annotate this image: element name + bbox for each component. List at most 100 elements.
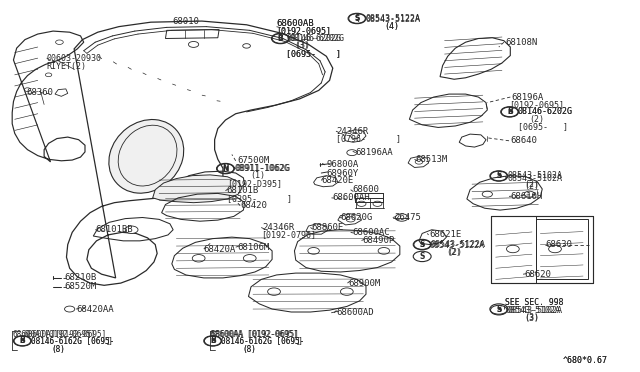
Text: 68600AB: 68600AB xyxy=(276,19,314,28)
Text: (3): (3) xyxy=(296,41,311,51)
Circle shape xyxy=(192,254,205,262)
Text: (4): (4) xyxy=(384,22,399,31)
Text: B: B xyxy=(20,336,26,346)
Circle shape xyxy=(506,245,519,253)
Text: S: S xyxy=(496,305,502,314)
Text: N: N xyxy=(223,166,228,171)
Text: 68600AJ[0192-0695]: 68600AJ[0192-0695] xyxy=(12,328,95,338)
Text: B: B xyxy=(210,336,216,346)
Text: 08911-1062G: 08911-1062G xyxy=(236,164,291,173)
Text: B: B xyxy=(210,338,215,344)
Text: 08543-5102A: 08543-5102A xyxy=(507,174,562,183)
Text: ]: ] xyxy=(108,336,113,346)
Text: 00603-20930: 00603-20930 xyxy=(47,54,102,62)
Text: 68600AA [0192-0695]: 68600AA [0192-0695] xyxy=(210,328,298,338)
Text: ]: ] xyxy=(296,336,300,346)
Text: 08543-5102A: 08543-5102A xyxy=(505,306,560,315)
Text: 68600AD: 68600AD xyxy=(336,308,374,317)
Bar xyxy=(536,219,588,279)
Text: 68600AJ[0192-0695]: 68600AJ[0192-0695] xyxy=(23,328,106,338)
Text: (2): (2) xyxy=(524,182,540,190)
Text: 08146-6162G [0695-: 08146-6162G [0695- xyxy=(31,336,115,346)
Text: [0695-   ]: [0695- ] xyxy=(518,122,568,131)
Text: 68106M: 68106M xyxy=(237,243,269,251)
Text: 68600: 68600 xyxy=(352,185,379,194)
Text: 96800A: 96800A xyxy=(326,160,358,169)
Text: S: S xyxy=(419,252,425,261)
Text: [0192-0695]: [0192-0695] xyxy=(276,26,332,36)
Text: 68420A: 68420A xyxy=(204,244,236,253)
Text: (8): (8) xyxy=(52,344,66,353)
Text: (2): (2) xyxy=(529,115,545,124)
Text: 68101BB: 68101BB xyxy=(95,225,133,234)
Text: 68900M: 68900M xyxy=(349,279,381,288)
Text: (8): (8) xyxy=(242,344,256,353)
Text: 68196AA: 68196AA xyxy=(356,148,394,157)
Text: (3): (3) xyxy=(524,314,540,323)
Text: 68490P: 68490P xyxy=(363,236,395,245)
Text: 24346R: 24346R xyxy=(336,126,368,136)
Text: 08146-6202G: 08146-6202G xyxy=(289,34,344,43)
Text: S: S xyxy=(420,241,425,247)
Text: 68860E: 68860E xyxy=(312,223,344,232)
Text: 08911-1062G: 08911-1062G xyxy=(234,164,289,173)
Bar xyxy=(491,216,593,283)
Text: 68600AH: 68600AH xyxy=(333,193,371,202)
Circle shape xyxy=(243,254,256,262)
Text: 08146-6162G [0695-: 08146-6162G [0695- xyxy=(221,336,304,346)
Circle shape xyxy=(378,247,390,254)
Text: S: S xyxy=(496,307,501,313)
Text: RIYET(2): RIYET(2) xyxy=(47,62,86,71)
Text: 68420E: 68420E xyxy=(321,176,353,185)
Text: S: S xyxy=(355,16,360,22)
Text: 68196A: 68196A xyxy=(511,93,544,102)
Text: 68520M: 68520M xyxy=(65,282,97,291)
Text: S: S xyxy=(355,14,360,23)
Text: 68620: 68620 xyxy=(524,270,551,279)
Text: 08543-5122A: 08543-5122A xyxy=(366,15,421,24)
Text: (1): (1) xyxy=(250,171,265,180)
Text: 68600AC: 68600AC xyxy=(352,228,390,237)
Text: (2): (2) xyxy=(448,248,463,257)
Text: 68960Y: 68960Y xyxy=(326,169,358,177)
Text: B: B xyxy=(507,108,513,116)
Text: [0796-      ]: [0796- ] xyxy=(336,134,401,143)
Text: 24346R: 24346R xyxy=(262,223,295,232)
Polygon shape xyxy=(153,175,242,203)
Text: 68600AB: 68600AB xyxy=(276,19,314,28)
Text: 68210B: 68210B xyxy=(65,273,97,282)
Text: 68630: 68630 xyxy=(545,240,572,249)
Text: N: N xyxy=(222,164,228,173)
Text: (2): (2) xyxy=(447,248,461,257)
Text: B: B xyxy=(278,35,283,42)
Text: [0192-0796]: [0192-0796] xyxy=(261,230,316,240)
Text: (8): (8) xyxy=(242,344,256,353)
Text: [0695-    ]: [0695- ] xyxy=(286,49,341,58)
Text: 08543-5102A: 08543-5102A xyxy=(507,306,562,315)
Text: 08543-5122A: 08543-5122A xyxy=(431,240,486,249)
Text: ]: ] xyxy=(298,336,303,346)
Ellipse shape xyxy=(109,119,184,193)
Text: ^680*0.67: ^680*0.67 xyxy=(563,356,607,365)
Text: 68420: 68420 xyxy=(240,201,267,210)
Text: 08146-6202G: 08146-6202G xyxy=(518,108,573,116)
Text: 08543-5122A: 08543-5122A xyxy=(430,241,485,250)
Text: [0695-    ]: [0695- ] xyxy=(286,49,341,58)
Text: (4): (4) xyxy=(384,22,399,31)
Text: 08543-5122A: 08543-5122A xyxy=(366,14,421,23)
Text: (8): (8) xyxy=(52,344,66,353)
Text: 68513M: 68513M xyxy=(416,155,448,164)
Circle shape xyxy=(548,245,561,253)
Text: 08146-6162G [0695-: 08146-6162G [0695- xyxy=(31,336,115,346)
Text: (3): (3) xyxy=(294,41,310,51)
Text: 68010: 68010 xyxy=(172,17,199,26)
Text: B: B xyxy=(507,109,512,115)
Text: (3): (3) xyxy=(524,313,540,322)
Text: 08146-6202G: 08146-6202G xyxy=(518,108,573,116)
Text: SEE SEC. 998: SEE SEC. 998 xyxy=(505,298,564,307)
Text: 68640: 68640 xyxy=(510,136,537,145)
Text: 68420AA: 68420AA xyxy=(76,305,114,314)
Circle shape xyxy=(125,226,138,234)
Text: B: B xyxy=(278,34,284,43)
Text: ]: ] xyxy=(106,336,111,346)
